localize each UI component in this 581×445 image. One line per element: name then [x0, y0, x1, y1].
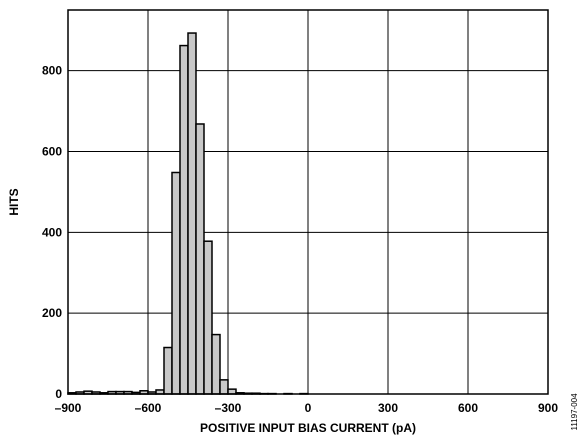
grid-lines — [68, 10, 548, 394]
plot-frame — [67, 9, 549, 395]
histogram-bar — [219, 379, 229, 395]
histogram-bar — [203, 240, 213, 395]
histogram-bar — [163, 346, 173, 395]
y-tick-labels: 0 200 400 600 800 — [42, 64, 62, 401]
y-tick-label: 0 — [55, 387, 62, 401]
x-tick-labels: –900 –600 –300 0 300 600 900 — [55, 401, 559, 415]
x-tick-label: –600 — [135, 401, 162, 415]
x-tick-label: 300 — [378, 401, 398, 415]
y-tick-label: 600 — [42, 144, 62, 158]
y-tick-label: 800 — [42, 64, 62, 78]
x-tick-label: –300 — [215, 401, 242, 415]
histogram-bar — [187, 32, 197, 395]
x-tick-label: –900 — [55, 401, 82, 415]
x-tick-label: 600 — [458, 401, 478, 415]
histogram-bars — [67, 32, 309, 395]
x-tick-label: 0 — [305, 401, 312, 415]
histogram-bar — [179, 44, 189, 395]
y-tick-label: 200 — [42, 306, 62, 320]
x-axis-title: POSITIVE INPUT BIAS CURRENT (pA) — [200, 421, 416, 435]
x-tick-label: 900 — [538, 401, 558, 415]
y-axis-title: HITS — [7, 188, 21, 215]
histogram-bar — [211, 333, 221, 395]
figure-code: 11197-004 — [570, 393, 579, 431]
histogram-bar — [171, 171, 181, 395]
histogram-bar — [195, 123, 205, 395]
y-tick-label: 400 — [42, 225, 62, 239]
